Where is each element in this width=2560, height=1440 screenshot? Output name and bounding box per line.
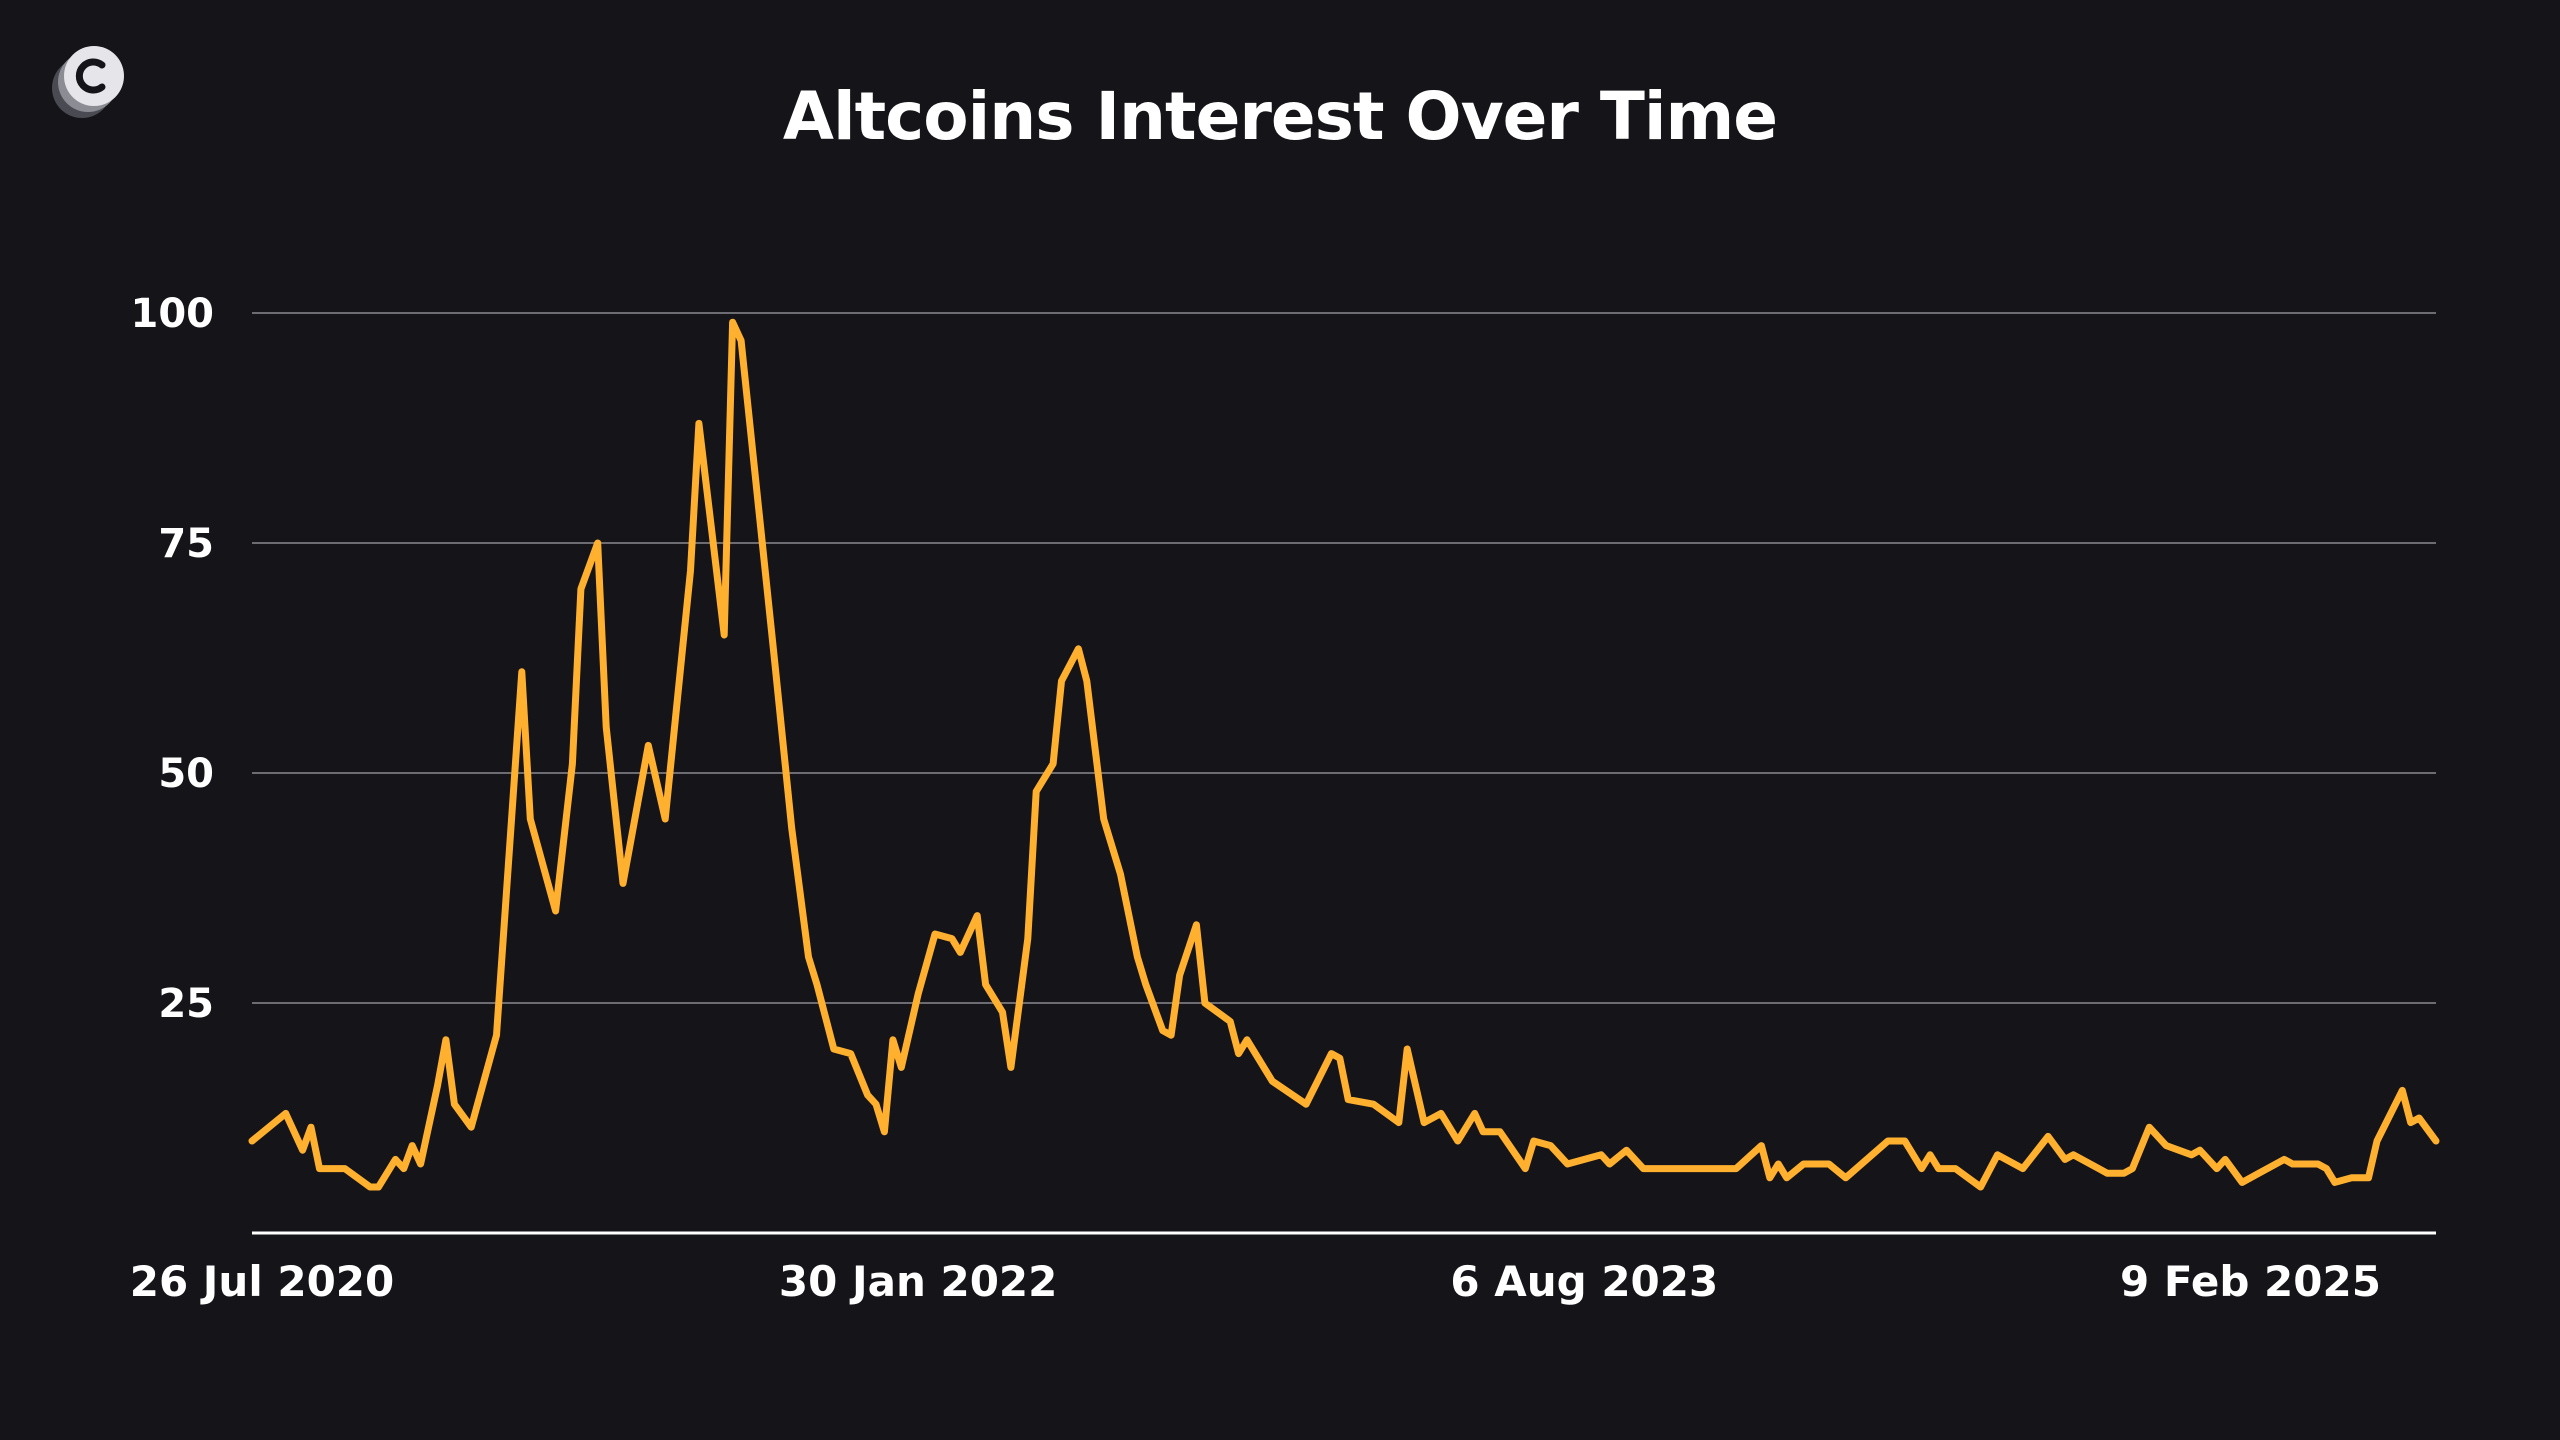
y-tick-label: 25 bbox=[158, 981, 214, 1027]
y-tick-label: 50 bbox=[158, 751, 214, 797]
series-layer bbox=[248, 318, 2440, 1191]
y-tick-label: 75 bbox=[158, 521, 214, 567]
x-tick-label: 9 Feb 2025 bbox=[2120, 1257, 2381, 1306]
y-tick-label: 100 bbox=[131, 291, 215, 337]
x-axis-ticks: 26 Jul 2020 30 Jan 2022 6 Aug 2023 9 Feb 20… bbox=[130, 1257, 2381, 1306]
x-tick-label: 30 Jan 2022 bbox=[779, 1257, 1057, 1306]
y-axis-ticks: 100 75 50 25 bbox=[131, 291, 215, 1027]
c-logo-icon bbox=[52, 46, 124, 118]
grid-lines bbox=[252, 312, 2436, 1004]
chart-title: Altcoins Interest Over Time bbox=[782, 78, 1778, 155]
x-tick-label: 26 Jul 2020 bbox=[130, 1257, 395, 1306]
series-line bbox=[248, 318, 2440, 1191]
x-tick-label: 6 Aug 2023 bbox=[1450, 1257, 1718, 1306]
